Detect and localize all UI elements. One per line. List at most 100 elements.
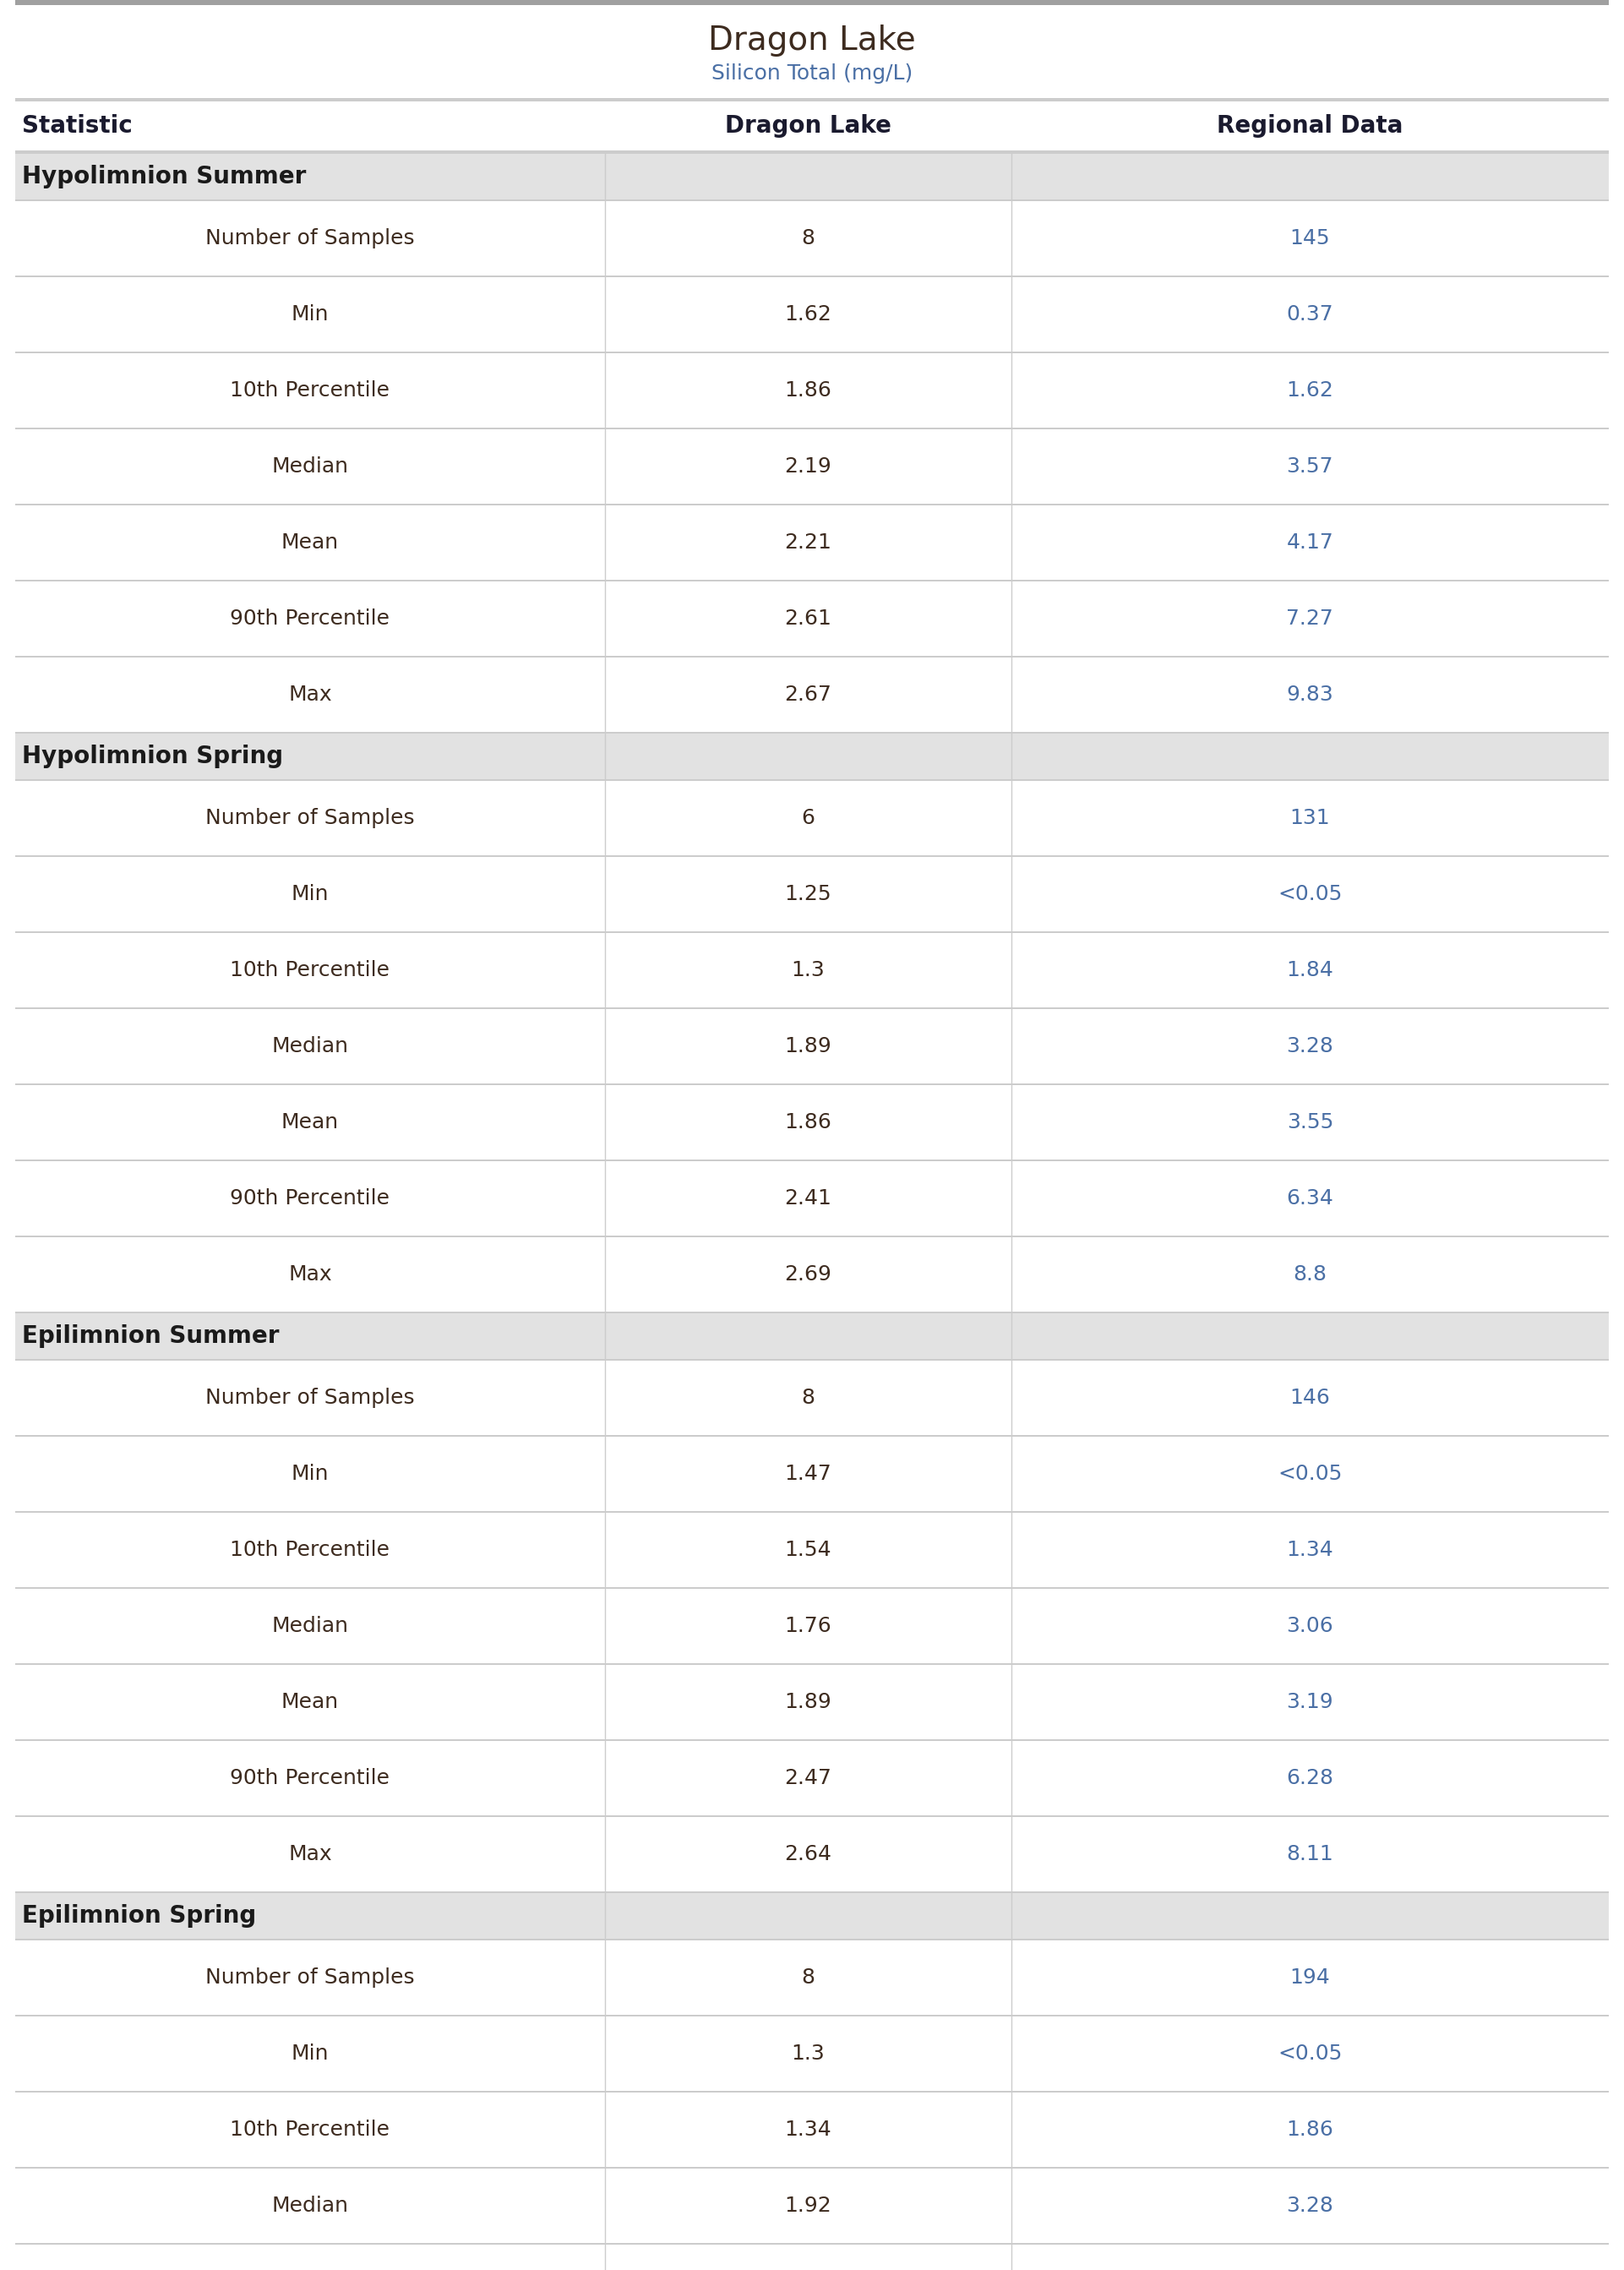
Text: Statistic: Statistic (23, 114, 133, 138)
Text: 1.86: 1.86 (1286, 2120, 1333, 2141)
Text: 1.34: 1.34 (784, 2120, 831, 2141)
Text: 0.37: 0.37 (1286, 304, 1333, 325)
Text: 1.92: 1.92 (784, 2195, 831, 2216)
Text: 1.34: 1.34 (1286, 1539, 1333, 1559)
Bar (15, 658, 1609, 731)
Text: Max: Max (287, 1843, 331, 1864)
Text: 1.89: 1.89 (784, 1691, 831, 1712)
Text: Mean: Mean (281, 1691, 339, 1712)
Text: Number of Samples: Number of Samples (205, 1387, 414, 1407)
Bar (15, 2245, 1609, 2270)
Text: Number of Samples: Number of Samples (205, 1968, 414, 1989)
Bar (15, 202, 1609, 275)
Text: 1.25: 1.25 (784, 883, 831, 903)
Text: Max: Max (287, 686, 331, 704)
Text: 145: 145 (1289, 229, 1330, 247)
Text: 2.41: 2.41 (784, 1187, 831, 1208)
Text: Min: Min (291, 883, 328, 903)
Text: 146: 146 (1289, 1387, 1330, 1407)
Text: 2.69: 2.69 (784, 1264, 831, 1285)
Text: Mean: Mean (281, 533, 339, 552)
Text: 3.06: 3.06 (1286, 1616, 1333, 1637)
Text: 194: 194 (1289, 1968, 1330, 1989)
Text: 9.83: 9.83 (1286, 686, 1333, 704)
Text: 10th Percentile: 10th Percentile (231, 1539, 390, 1559)
Text: Epilimnion Spring: Epilimnion Spring (23, 1905, 257, 1927)
Text: 2.21: 2.21 (784, 533, 831, 552)
Text: Min: Min (291, 304, 328, 325)
Text: 10th Percentile: 10th Percentile (231, 381, 390, 400)
Text: 8.11: 8.11 (1286, 1843, 1333, 1864)
Text: 3.57: 3.57 (1286, 456, 1333, 477)
Text: Dragon Lake: Dragon Lake (724, 114, 892, 138)
Text: <0.05: <0.05 (1278, 2043, 1343, 2063)
Bar (15, 1437, 1609, 1512)
Text: 1.3: 1.3 (791, 2043, 825, 2063)
Text: 1.3: 1.3 (791, 960, 825, 981)
Text: 90th Percentile: 90th Percentile (231, 1768, 390, 1789)
Text: Epilimnion Summer: Epilimnion Summer (23, 1323, 279, 1348)
Text: Min: Min (291, 1464, 328, 1485)
Text: 2.47: 2.47 (784, 1768, 831, 1789)
Text: 2.19: 2.19 (784, 456, 831, 477)
Text: 131: 131 (1289, 808, 1330, 829)
Bar (15, 2168, 1609, 2243)
Text: Median: Median (271, 1616, 349, 1637)
Bar (15, 858, 1609, 931)
Text: 2.61: 2.61 (784, 608, 831, 629)
Text: 1.54: 1.54 (784, 1539, 831, 1559)
Text: 6.28: 6.28 (1286, 1768, 1333, 1789)
Bar (15, 354, 1609, 427)
Text: <0.05: <0.05 (1278, 883, 1343, 903)
Text: 10th Percentile: 10th Percentile (231, 2120, 390, 2141)
Bar (15, 0, 1609, 5)
Text: Silicon Total (mg/L): Silicon Total (mg/L) (711, 64, 913, 84)
Text: <0.05: <0.05 (1278, 1464, 1343, 1485)
Text: Median: Median (271, 456, 349, 477)
Text: Median: Median (271, 2195, 349, 2216)
Text: 4.17: 4.17 (1286, 533, 1333, 552)
Bar (15, 1589, 1609, 1664)
Text: 2.64: 2.64 (784, 1843, 831, 1864)
Text: Regional Data: Regional Data (1216, 114, 1403, 138)
Text: 1.76: 1.76 (784, 1616, 831, 1637)
Text: 1.84: 1.84 (1286, 960, 1333, 981)
Bar (15, 1314, 1609, 1360)
Text: Number of Samples: Number of Samples (205, 229, 414, 247)
Text: 1.86: 1.86 (784, 381, 831, 400)
Text: Min: Min (291, 2043, 328, 2063)
Bar (15, 1360, 1609, 1435)
Text: 3.28: 3.28 (1286, 1035, 1333, 1056)
Text: 8: 8 (801, 1968, 815, 1989)
Text: 90th Percentile: 90th Percentile (231, 608, 390, 629)
Text: 1.86: 1.86 (784, 1112, 831, 1133)
Bar (15, 1010, 1609, 1083)
Text: Dragon Lake: Dragon Lake (708, 25, 916, 57)
Text: 8: 8 (801, 1387, 815, 1407)
Bar (15, 733, 1609, 779)
Bar (15, 1741, 1609, 1816)
Text: 3.28: 3.28 (1286, 2195, 1333, 2216)
Bar (15, 1162, 1609, 1235)
Text: Mean: Mean (281, 1112, 339, 1133)
Bar (15, 277, 1609, 352)
Text: 8: 8 (801, 229, 815, 247)
Text: Hypolimnion Summer: Hypolimnion Summer (23, 166, 307, 188)
Bar (15, 1893, 1609, 1939)
Text: 3.55: 3.55 (1286, 1112, 1333, 1133)
Bar (15, 98, 1609, 102)
Bar (15, 506, 1609, 579)
Text: 90th Percentile: 90th Percentile (231, 1187, 390, 1208)
Text: 6.34: 6.34 (1286, 1187, 1333, 1208)
Bar (15, 102, 1609, 150)
Text: 1.47: 1.47 (784, 1464, 831, 1485)
Bar (15, 581, 1609, 656)
Bar (15, 933, 1609, 1008)
Bar (15, 5, 1609, 98)
Bar (15, 1816, 1609, 1891)
Bar (15, 2016, 1609, 2091)
Text: 8.8: 8.8 (1293, 1264, 1327, 1285)
Bar (15, 781, 1609, 856)
Bar (15, 429, 1609, 504)
Text: 1.89: 1.89 (784, 1035, 831, 1056)
